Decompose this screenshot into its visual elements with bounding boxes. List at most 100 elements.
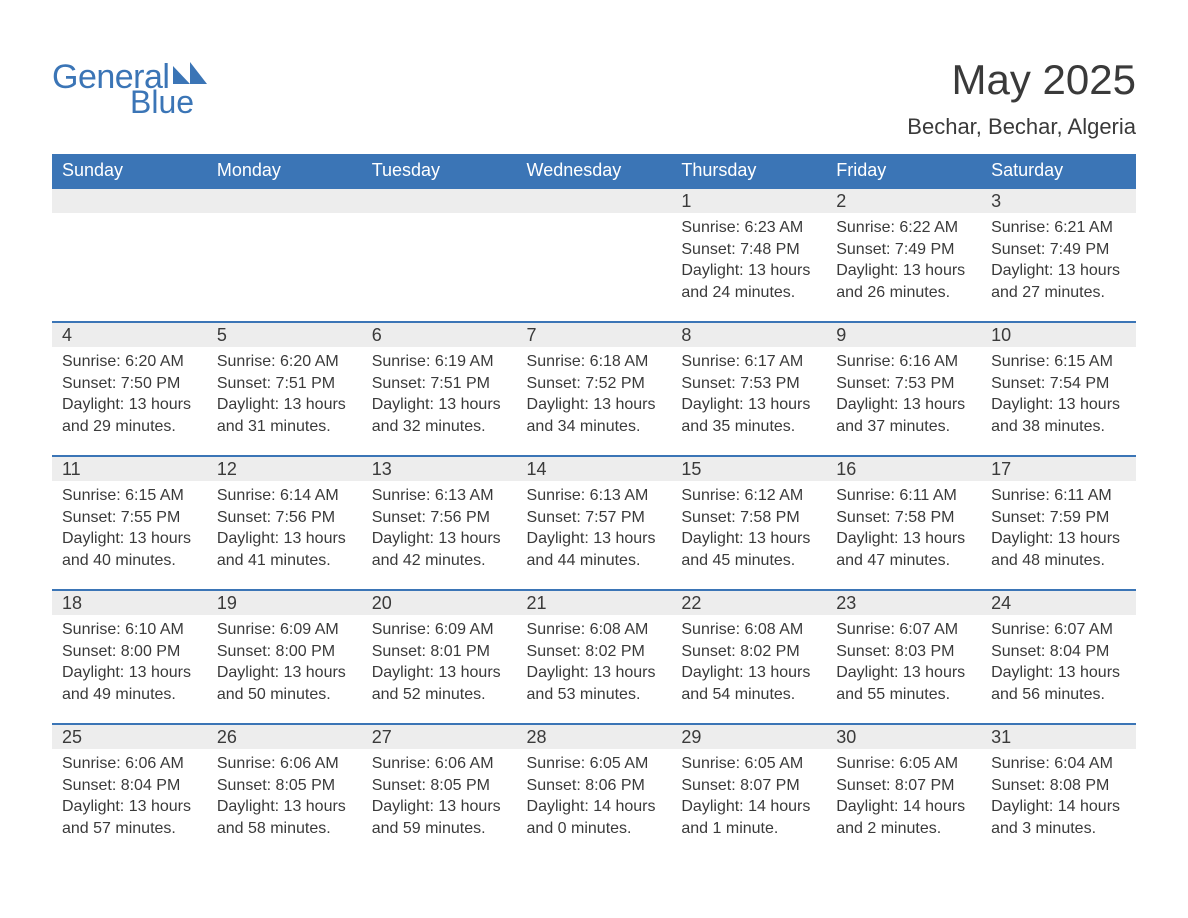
day-body: Sunrise: 6:05 AMSunset: 8:06 PMDaylight:…: [517, 749, 672, 847]
day-body: Sunrise: 6:08 AMSunset: 8:02 PMDaylight:…: [517, 615, 672, 713]
calendar-cell: 22Sunrise: 6:08 AMSunset: 8:02 PMDayligh…: [671, 590, 826, 724]
sunset-text: Sunset: 7:55 PM: [62, 507, 197, 529]
day-body: Sunrise: 6:17 AMSunset: 7:53 PMDaylight:…: [671, 347, 826, 445]
day-number-row: 5: [207, 323, 362, 347]
day-number-row: 3: [981, 189, 1136, 213]
day-number-row: 11: [52, 457, 207, 481]
calendar-cell: 18Sunrise: 6:10 AMSunset: 8:00 PMDayligh…: [52, 590, 207, 724]
daylight-text: Daylight: 13 hours and 54 minutes.: [681, 662, 816, 705]
day-body: Sunrise: 6:13 AMSunset: 7:56 PMDaylight:…: [362, 481, 517, 579]
calendar-cell: 6Sunrise: 6:19 AMSunset: 7:51 PMDaylight…: [362, 322, 517, 456]
sunset-text: Sunset: 7:57 PM: [527, 507, 662, 529]
calendar-cell: 24Sunrise: 6:07 AMSunset: 8:04 PMDayligh…: [981, 590, 1136, 724]
day-number: 8: [671, 325, 691, 346]
sunset-text: Sunset: 7:51 PM: [217, 373, 352, 395]
daylight-text: Daylight: 13 hours and 26 minutes.: [836, 260, 971, 303]
sunset-text: Sunset: 8:05 PM: [217, 775, 352, 797]
day-number-row: 8: [671, 323, 826, 347]
day-body: Sunrise: 6:11 AMSunset: 7:59 PMDaylight:…: [981, 481, 1136, 579]
sunrise-text: Sunrise: 6:15 AM: [62, 485, 197, 507]
sunrise-text: Sunrise: 6:06 AM: [62, 753, 197, 775]
daylight-text: Daylight: 13 hours and 42 minutes.: [372, 528, 507, 571]
calendar-cell: 14Sunrise: 6:13 AMSunset: 7:57 PMDayligh…: [517, 456, 672, 590]
calendar-cell: 21Sunrise: 6:08 AMSunset: 8:02 PMDayligh…: [517, 590, 672, 724]
sunset-text: Sunset: 7:59 PM: [991, 507, 1126, 529]
calendar-week: 1Sunrise: 6:23 AMSunset: 7:48 PMDaylight…: [52, 188, 1136, 322]
day-number: 7: [517, 325, 537, 346]
calendar-cell: 8Sunrise: 6:17 AMSunset: 7:53 PMDaylight…: [671, 322, 826, 456]
day-number: 29: [671, 727, 701, 748]
day-number-row: 31: [981, 725, 1136, 749]
sunset-text: Sunset: 7:49 PM: [836, 239, 971, 261]
daylight-text: Daylight: 13 hours and 57 minutes.: [62, 796, 197, 839]
sunrise-text: Sunrise: 6:13 AM: [527, 485, 662, 507]
day-number-row: 21: [517, 591, 672, 615]
calendar-cell: 19Sunrise: 6:09 AMSunset: 8:00 PMDayligh…: [207, 590, 362, 724]
daylight-text: Daylight: 13 hours and 44 minutes.: [527, 528, 662, 571]
day-body: Sunrise: 6:06 AMSunset: 8:04 PMDaylight:…: [52, 749, 207, 847]
calendar-cell: [517, 188, 672, 322]
daylight-text: Daylight: 13 hours and 48 minutes.: [991, 528, 1126, 571]
calendar-cell: 20Sunrise: 6:09 AMSunset: 8:01 PMDayligh…: [362, 590, 517, 724]
page-title: May 2025: [907, 56, 1136, 104]
day-number-row: [52, 189, 207, 213]
day-number: 10: [981, 325, 1011, 346]
day-number: 25: [52, 727, 82, 748]
daylight-text: Daylight: 14 hours and 0 minutes.: [527, 796, 662, 839]
day-number-row: 1: [671, 189, 826, 213]
sunset-text: Sunset: 8:04 PM: [991, 641, 1126, 663]
sunset-text: Sunset: 8:01 PM: [372, 641, 507, 663]
sunrise-text: Sunrise: 6:11 AM: [991, 485, 1126, 507]
daylight-text: Daylight: 13 hours and 29 minutes.: [62, 394, 197, 437]
day-number-row: 30: [826, 725, 981, 749]
calendar-cell: 5Sunrise: 6:20 AMSunset: 7:51 PMDaylight…: [207, 322, 362, 456]
day-number: 3: [981, 191, 1001, 212]
sunrise-text: Sunrise: 6:11 AM: [836, 485, 971, 507]
sunrise-text: Sunrise: 6:20 AM: [217, 351, 352, 373]
daylight-text: Daylight: 13 hours and 50 minutes.: [217, 662, 352, 705]
sunrise-text: Sunrise: 6:20 AM: [62, 351, 197, 373]
day-number-row: 26: [207, 725, 362, 749]
day-number-row: 4: [52, 323, 207, 347]
sunrise-text: Sunrise: 6:08 AM: [527, 619, 662, 641]
day-body: Sunrise: 6:14 AMSunset: 7:56 PMDaylight:…: [207, 481, 362, 579]
sunrise-text: Sunrise: 6:23 AM: [681, 217, 816, 239]
sunset-text: Sunset: 7:58 PM: [836, 507, 971, 529]
sunset-text: Sunset: 7:53 PM: [681, 373, 816, 395]
daylight-text: Daylight: 13 hours and 49 minutes.: [62, 662, 197, 705]
day-number: 26: [207, 727, 237, 748]
calendar-cell: [207, 188, 362, 322]
sunrise-text: Sunrise: 6:22 AM: [836, 217, 971, 239]
daylight-text: Daylight: 13 hours and 53 minutes.: [527, 662, 662, 705]
sunset-text: Sunset: 8:02 PM: [681, 641, 816, 663]
calendar-cell: 2Sunrise: 6:22 AMSunset: 7:49 PMDaylight…: [826, 188, 981, 322]
sunrise-text: Sunrise: 6:10 AM: [62, 619, 197, 641]
day-number-row: [517, 189, 672, 213]
daylight-text: Daylight: 13 hours and 34 minutes.: [527, 394, 662, 437]
sunset-text: Sunset: 8:07 PM: [681, 775, 816, 797]
sunset-text: Sunset: 8:00 PM: [62, 641, 197, 663]
day-number: 16: [826, 459, 856, 480]
day-number-row: 13: [362, 457, 517, 481]
day-number: 22: [671, 593, 701, 614]
day-body: Sunrise: 6:05 AMSunset: 8:07 PMDaylight:…: [826, 749, 981, 847]
calendar-cell: 11Sunrise: 6:15 AMSunset: 7:55 PMDayligh…: [52, 456, 207, 590]
weekday-header: Monday: [207, 154, 362, 188]
day-body: Sunrise: 6:23 AMSunset: 7:48 PMDaylight:…: [671, 213, 826, 311]
calendar-cell: 29Sunrise: 6:05 AMSunset: 8:07 PMDayligh…: [671, 724, 826, 858]
sunset-text: Sunset: 7:53 PM: [836, 373, 971, 395]
day-number-row: 24: [981, 591, 1136, 615]
day-body: Sunrise: 6:10 AMSunset: 8:00 PMDaylight:…: [52, 615, 207, 713]
day-body: Sunrise: 6:11 AMSunset: 7:58 PMDaylight:…: [826, 481, 981, 579]
top-bar: General Blue May 2025 Bechar, Bechar, Al…: [52, 50, 1136, 140]
sunrise-text: Sunrise: 6:07 AM: [836, 619, 971, 641]
calendar-cell: 25Sunrise: 6:06 AMSunset: 8:04 PMDayligh…: [52, 724, 207, 858]
day-number-row: 16: [826, 457, 981, 481]
daylight-text: Daylight: 14 hours and 2 minutes.: [836, 796, 971, 839]
daylight-text: Daylight: 13 hours and 52 minutes.: [372, 662, 507, 705]
sunset-text: Sunset: 7:54 PM: [991, 373, 1126, 395]
sunrise-text: Sunrise: 6:06 AM: [372, 753, 507, 775]
day-body: Sunrise: 6:07 AMSunset: 8:03 PMDaylight:…: [826, 615, 981, 713]
sunrise-text: Sunrise: 6:13 AM: [372, 485, 507, 507]
sunrise-text: Sunrise: 6:07 AM: [991, 619, 1126, 641]
